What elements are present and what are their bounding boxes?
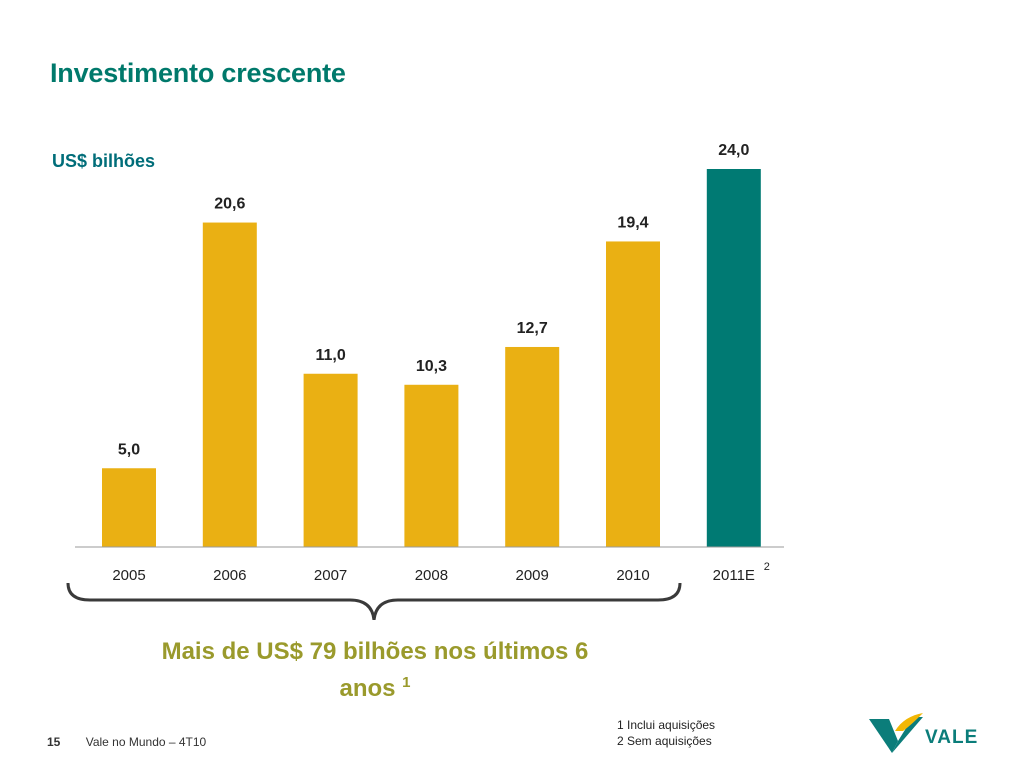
tick-label-2007: 2007 bbox=[314, 567, 347, 584]
bar-2006 bbox=[202, 222, 257, 548]
data-label-2007: 11,0 bbox=[315, 347, 345, 364]
footer-text: Vale no Mundo – 4T10 bbox=[85, 735, 207, 749]
vale-logo-wordmark: VALE bbox=[925, 727, 979, 748]
bar-2010 bbox=[606, 241, 660, 547]
data-label-2010: 19,4 bbox=[617, 214, 648, 231]
data-label-2005: 5,0 bbox=[118, 441, 140, 458]
bar-2007 bbox=[303, 373, 358, 547]
footer: 15 Vale no Mundo – 4T10 bbox=[47, 735, 206, 749]
bar-chart: 5,0 2005 20,6 2006 11,0 2007 10,3 2008 12,7 2009 1… bbox=[66, 142, 784, 620]
data-label-2011E: 24,0 bbox=[718, 142, 749, 159]
tick-label-2011E: 2011E bbox=[713, 567, 755, 584]
vale-logo: VALE bbox=[867, 711, 977, 755]
tick-label-2006: 2006 bbox=[213, 567, 246, 584]
callout-text: Mais de US$ 79 bilhões nos últimos 6 ano… bbox=[150, 636, 600, 704]
callout-superscript: 1 bbox=[402, 674, 411, 691]
bar-2009 bbox=[505, 346, 560, 547]
slide-title: Investimento crescente bbox=[50, 58, 346, 88]
footnote-2: 2 Sem aquisições bbox=[617, 734, 712, 748]
data-label-2009: 12,7 bbox=[517, 320, 548, 337]
vale-logo-icon bbox=[869, 713, 923, 753]
callout-main: Mais de US$ 79 bilhões nos últimos 6 ano… bbox=[161, 638, 589, 702]
page-number: 15 bbox=[47, 735, 61, 749]
tick-label-2009: 2009 bbox=[516, 567, 549, 584]
bar-2011E bbox=[706, 169, 761, 547]
bar-2008 bbox=[404, 384, 459, 547]
unit-label: US$ bilhões bbox=[52, 151, 156, 171]
tick-superscript-2011E: 2 bbox=[764, 561, 770, 573]
data-label-2006: 20,6 bbox=[214, 196, 245, 213]
tick-label-2010: 2010 bbox=[616, 567, 649, 584]
tick-label-2008: 2008 bbox=[415, 567, 448, 584]
grouping-brace bbox=[66, 582, 682, 620]
footnotes: 1 Inclui aquisições 2 Sem aquisições bbox=[617, 717, 715, 749]
bar-2005 bbox=[102, 468, 156, 547]
tick-label-2005: 2005 bbox=[112, 567, 145, 584]
data-label-2008: 10,3 bbox=[416, 358, 447, 375]
footnote-1: 1 Inclui aquisições bbox=[617, 718, 716, 732]
